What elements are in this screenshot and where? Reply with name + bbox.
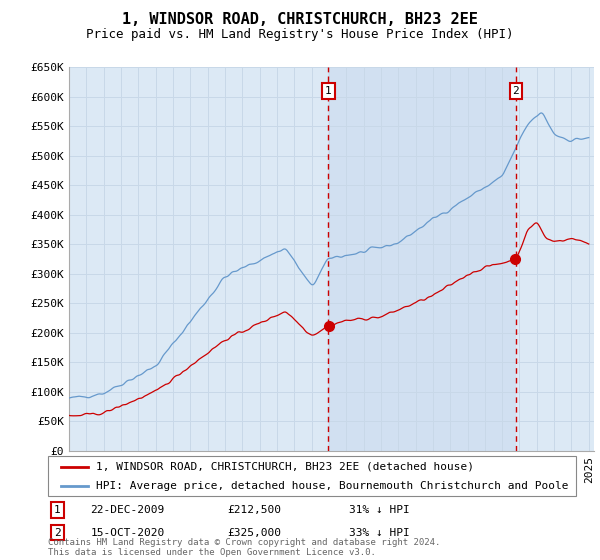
Text: 2: 2 <box>54 528 61 538</box>
Text: 1, WINDSOR ROAD, CHRISTCHURCH, BH23 2EE (detached house): 1, WINDSOR ROAD, CHRISTCHURCH, BH23 2EE … <box>95 462 473 472</box>
Text: £212,500: £212,500 <box>227 505 281 515</box>
Text: HPI: Average price, detached house, Bournemouth Christchurch and Poole: HPI: Average price, detached house, Bour… <box>95 481 568 491</box>
Text: Contains HM Land Registry data © Crown copyright and database right 2024.
This d: Contains HM Land Registry data © Crown c… <box>48 538 440 557</box>
Text: 1, WINDSOR ROAD, CHRISTCHURCH, BH23 2EE: 1, WINDSOR ROAD, CHRISTCHURCH, BH23 2EE <box>122 12 478 27</box>
Text: 15-OCT-2020: 15-OCT-2020 <box>90 528 164 538</box>
Text: £325,000: £325,000 <box>227 528 281 538</box>
Text: 22-DEC-2009: 22-DEC-2009 <box>90 505 164 515</box>
Text: Price paid vs. HM Land Registry's House Price Index (HPI): Price paid vs. HM Land Registry's House … <box>86 28 514 41</box>
Text: 2: 2 <box>512 86 519 96</box>
Text: 31% ↓ HPI: 31% ↓ HPI <box>349 505 410 515</box>
Text: 1: 1 <box>325 86 332 96</box>
Text: 1: 1 <box>54 505 61 515</box>
Bar <box>328 67 516 451</box>
Text: 33% ↓ HPI: 33% ↓ HPI <box>349 528 410 538</box>
